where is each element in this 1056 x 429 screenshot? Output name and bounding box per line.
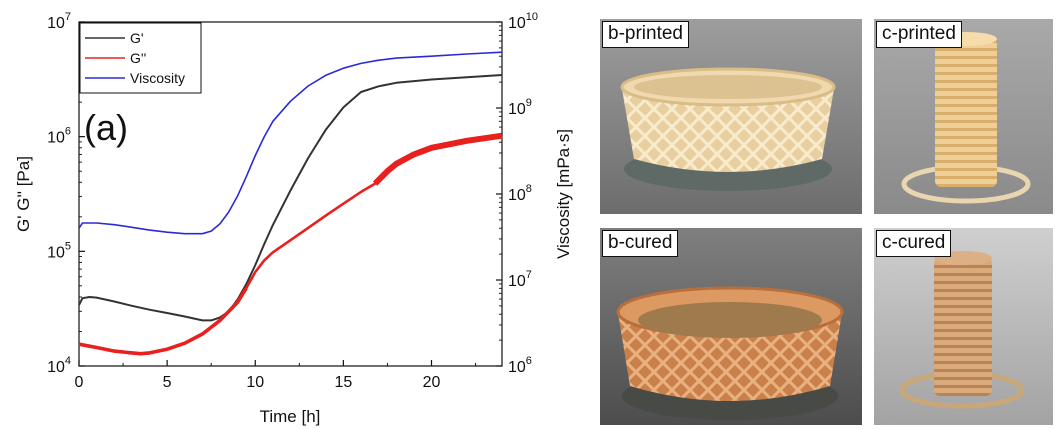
cured-basket-image <box>600 228 862 425</box>
x-tick-label: 10 <box>246 374 264 391</box>
photo-label: c-printed <box>876 21 962 48</box>
legend: G' G'' Viscosity <box>79 22 202 94</box>
legend-label: G'' <box>130 50 146 66</box>
printed-basket-image <box>600 19 862 214</box>
y-tick-label: 104 <box>47 355 71 376</box>
photo-label: c-cured <box>876 230 952 257</box>
y-tick-label: 106 <box>508 355 532 376</box>
y-tick-label: 109 <box>508 97 532 118</box>
y-tick-label: 1010 <box>508 11 538 32</box>
photo-c-printed: c-printed <box>874 19 1053 214</box>
photo-label: b-printed <box>602 21 689 48</box>
rheology-chart: 0 5 10 15 20 104 105 106 107 106 107 108 109 1010 (… <box>14 11 573 426</box>
x-tick-label: 5 <box>163 374 172 391</box>
x-tick-label: 15 <box>334 374 352 391</box>
cured-cylinder-image <box>874 228 1053 425</box>
series-line-2 <box>78 51 503 235</box>
y-axis-right-label: Viscosity [mPa·s] <box>554 129 573 259</box>
x-tick-label: 20 <box>423 374 441 391</box>
series-line-1 <box>78 134 503 355</box>
x-axis-label: Time [h] <box>260 407 321 426</box>
y-axis-left-label: G' G'' [Pa] <box>14 156 33 232</box>
y-tick-label: 107 <box>508 269 532 290</box>
panel-label: (a) <box>84 107 128 148</box>
x-tick-label: 0 <box>75 374 84 391</box>
series-line-0 <box>78 74 503 322</box>
y-tick-label: 107 <box>47 11 71 32</box>
photo-c-cured: c-cured <box>874 228 1053 425</box>
legend-label: G' <box>130 30 144 46</box>
photo-label: b-cured <box>602 230 679 257</box>
photo-b-cured: b-cured <box>600 228 862 425</box>
legend-label: Viscosity <box>130 70 185 86</box>
series-early-band-1 <box>78 286 248 356</box>
series-band-1 <box>372 132 503 186</box>
y-tick-label: 108 <box>508 183 532 204</box>
photo-b-printed: b-printed <box>600 19 862 214</box>
y-tick-label: 106 <box>47 126 71 147</box>
printed-cylinder-image <box>874 19 1053 214</box>
y-tick-label: 105 <box>47 240 71 261</box>
